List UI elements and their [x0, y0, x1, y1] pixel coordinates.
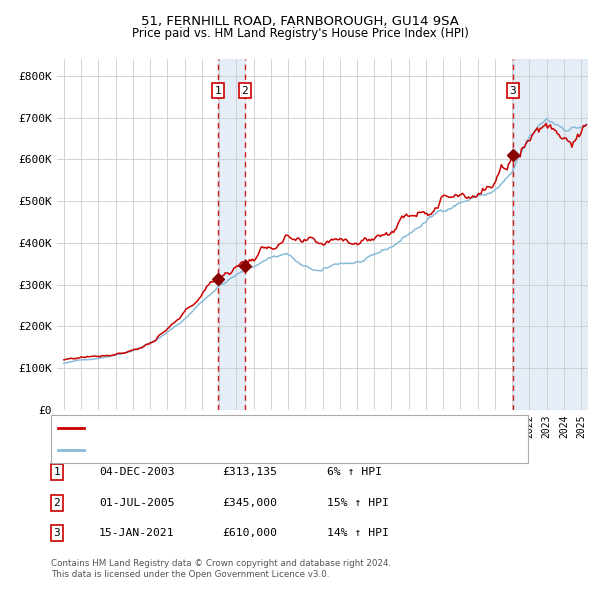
Text: 01-JUL-2005: 01-JUL-2005: [99, 498, 175, 507]
Bar: [513, 59, 588, 410]
Text: This data is licensed under the Open Government Licence v3.0.: This data is licensed under the Open Gov…: [51, 571, 329, 579]
Text: Price paid vs. HM Land Registry's House Price Index (HPI): Price paid vs. HM Land Registry's House …: [131, 27, 469, 40]
Text: 2: 2: [242, 86, 248, 96]
Bar: [218, 59, 245, 410]
Text: £313,135: £313,135: [222, 467, 277, 477]
Text: 04-DEC-2003: 04-DEC-2003: [99, 467, 175, 477]
Text: 6% ↑ HPI: 6% ↑ HPI: [327, 467, 382, 477]
Text: Contains HM Land Registry data © Crown copyright and database right 2024.: Contains HM Land Registry data © Crown c…: [51, 559, 391, 568]
Text: £610,000: £610,000: [222, 529, 277, 538]
Text: 1: 1: [214, 86, 221, 96]
Text: 15% ↑ HPI: 15% ↑ HPI: [327, 498, 389, 507]
Text: 3: 3: [509, 86, 516, 96]
Text: 15-JAN-2021: 15-JAN-2021: [99, 529, 175, 538]
Text: 3: 3: [53, 529, 61, 538]
Text: £345,000: £345,000: [222, 498, 277, 507]
Text: 51, FERNHILL ROAD, FARNBOROUGH, GU14 9SA: 51, FERNHILL ROAD, FARNBOROUGH, GU14 9SA: [141, 15, 459, 28]
Text: 14% ↑ HPI: 14% ↑ HPI: [327, 529, 389, 538]
Text: 51, FERNHILL ROAD, FARNBOROUGH, GU14 9SA (detached house): 51, FERNHILL ROAD, FARNBOROUGH, GU14 9SA…: [88, 423, 451, 433]
Text: 2: 2: [53, 498, 61, 507]
Text: HPI: Average price, detached house, Rushmoor: HPI: Average price, detached house, Rush…: [88, 445, 346, 455]
Text: 1: 1: [53, 467, 61, 477]
